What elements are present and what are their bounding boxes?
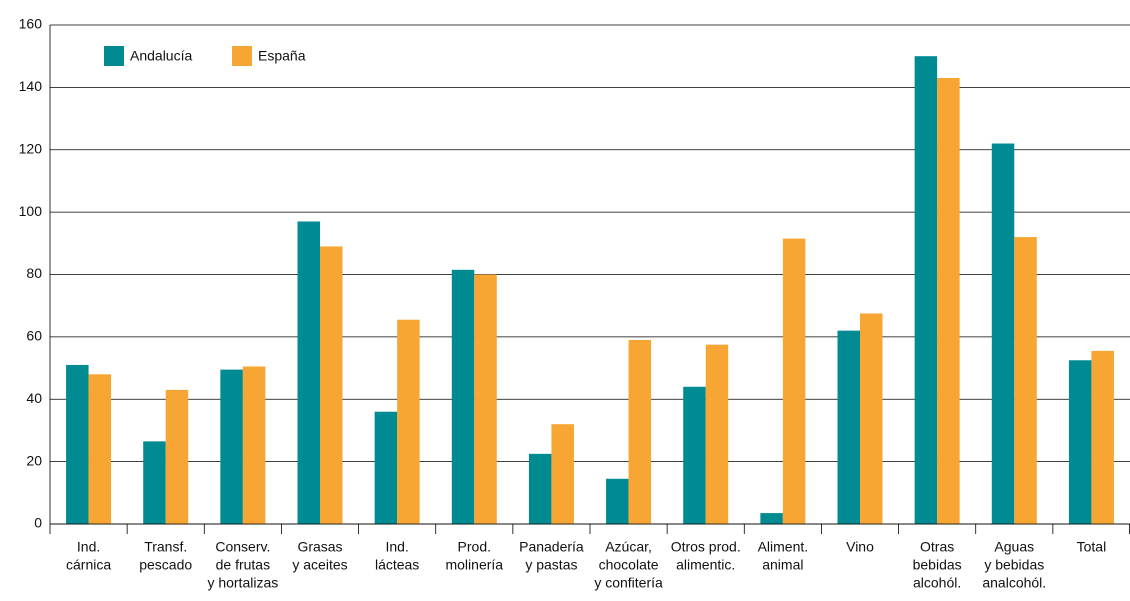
x-tick-label: de frutas [216,557,270,573]
x-tick-label: Aliment. [758,539,809,555]
bar [528,453,552,524]
y-tick-label: 160 [19,16,43,32]
bar [782,238,806,524]
bar [88,374,112,524]
x-tick-label: Grasas [297,539,342,555]
x-tick-label: molinería [445,557,503,573]
bar [937,78,960,525]
x-tick-label: Conserv. [215,539,270,555]
bar [1014,237,1037,524]
x-tick-label: y aceites [292,557,347,573]
legend-label: Andalucía [130,48,192,64]
x-tick-label: y hortalizas [207,575,278,591]
x-tick-label: bebidas [913,557,962,573]
bar [628,339,652,524]
x-tick-label: lácteas [375,557,419,573]
x-tick-label: y pastas [525,557,577,573]
bar [914,56,938,524]
bar [760,513,783,524]
bar [705,344,729,524]
y-tick-label: 140 [19,78,43,94]
bar [320,246,343,524]
x-tick-label: Panadería [519,539,584,555]
x-tick-label: pescado [139,557,192,573]
x-tick-label: Otros prod. [671,539,741,555]
y-tick-label: 80 [26,265,42,281]
bar [165,389,189,524]
y-tick-label: 0 [34,515,42,531]
bar [683,386,706,524]
bar [143,441,166,524]
bar [397,319,420,524]
x-tick-label: Vino [846,539,874,555]
bar [66,364,89,524]
x-tick-label: Aguas [994,539,1034,555]
x-tick-label: Ind. [385,539,408,555]
x-tick-label: Transf. [144,539,187,555]
bar [474,274,497,524]
x-tick-label: y confitería [594,575,663,591]
bar [991,143,1015,524]
bar [242,366,266,524]
bar [451,269,475,524]
bar [606,478,629,524]
bar [374,411,398,524]
x-tick-label: alimentic. [676,557,735,573]
x-tick-label: Otras [920,539,954,555]
y-tick-label: 100 [19,203,43,219]
x-tick-label: y bebidas [984,557,1044,573]
bar [220,369,243,524]
bar [551,424,574,524]
x-tick-label: chocolate [599,557,659,573]
bar [860,313,883,524]
bar [837,330,860,524]
bar [297,221,320,524]
x-tick-label: cárnica [66,557,111,573]
x-tick-label: Ind. [77,539,100,555]
x-tick-label: animal [762,557,803,573]
x-tick-label: analcohól. [982,575,1046,591]
bar [1068,360,1092,524]
x-tick-label: alcohól. [913,575,961,591]
y-tick-label: 40 [26,390,42,406]
x-tick-label: Total [1077,539,1107,555]
legend-label: España [258,48,306,64]
legend-swatch [104,46,124,66]
x-tick-label: Azúcar, [605,539,652,555]
y-tick-label: 20 [26,452,42,468]
x-tick-label: Prod. [458,539,491,555]
y-tick-label: 60 [26,328,42,344]
y-tick-label: 120 [19,140,43,156]
legend-swatch [232,46,252,66]
bar [1091,350,1114,524]
